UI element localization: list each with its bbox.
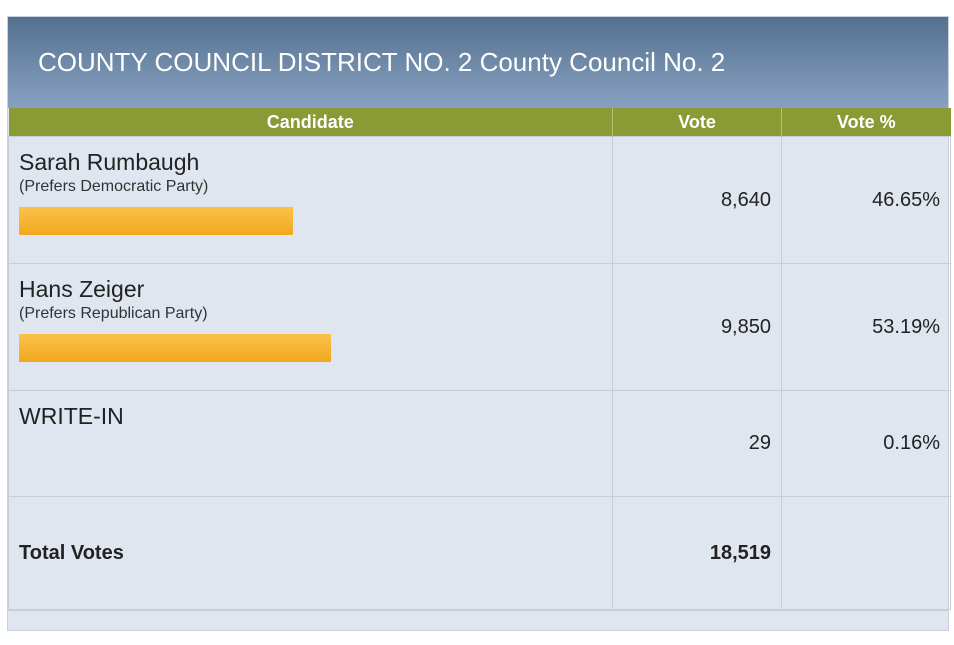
candidate-cell: WRITE-IN bbox=[8, 390, 613, 497]
candidate-cell: Hans Zeiger (Prefers Republican Party) bbox=[8, 263, 613, 391]
candidate-party: (Prefers Republican Party) bbox=[19, 305, 208, 322]
vote-count: 8,640 bbox=[612, 136, 782, 264]
column-header-row: Candidate Vote Vote % bbox=[8, 108, 951, 137]
candidate-cell: Sarah Rumbaugh (Prefers Democratic Party… bbox=[8, 136, 613, 264]
table-row: Sarah Rumbaugh (Prefers Democratic Party… bbox=[8, 136, 951, 264]
vote-percent: 53.19% bbox=[781, 263, 951, 391]
total-label: Total Votes bbox=[8, 496, 613, 610]
table-row: WRITE-IN 29 0.16% bbox=[8, 390, 951, 497]
vote-percent: 0.16% bbox=[781, 390, 951, 497]
candidate-name: Hans Zeiger bbox=[19, 276, 145, 302]
vote-count: 9,850 bbox=[612, 263, 782, 391]
vote-count: 29 bbox=[612, 390, 782, 497]
vote-share-bar bbox=[19, 334, 332, 362]
results-table-container: COUNTY COUNCIL DISTRICT NO. 2 County Cou… bbox=[7, 16, 951, 631]
race-title: COUNTY COUNCIL DISTRICT NO. 2 County Cou… bbox=[8, 17, 948, 108]
candidate-name: Sarah Rumbaugh bbox=[19, 149, 200, 175]
column-header-vote-percent: Vote % bbox=[781, 108, 951, 137]
column-header-vote: Vote bbox=[612, 108, 782, 137]
candidate-party: (Prefers Democratic Party) bbox=[19, 178, 209, 195]
total-votes: 18,519 bbox=[612, 496, 782, 610]
column-header-candidate: Candidate bbox=[8, 108, 613, 137]
total-percent-empty bbox=[781, 496, 951, 610]
vote-percent: 46.65% bbox=[781, 136, 951, 264]
vote-share-bar bbox=[19, 207, 293, 235]
results-table: Candidate Vote Vote % Sarah Rumbaugh (Pr… bbox=[8, 108, 951, 610]
total-row: Total Votes 18,519 bbox=[8, 496, 951, 610]
table-row: Hans Zeiger (Prefers Republican Party) 9… bbox=[8, 263, 951, 391]
candidate-name: WRITE-IN bbox=[19, 403, 124, 429]
table-footer bbox=[8, 610, 948, 630]
